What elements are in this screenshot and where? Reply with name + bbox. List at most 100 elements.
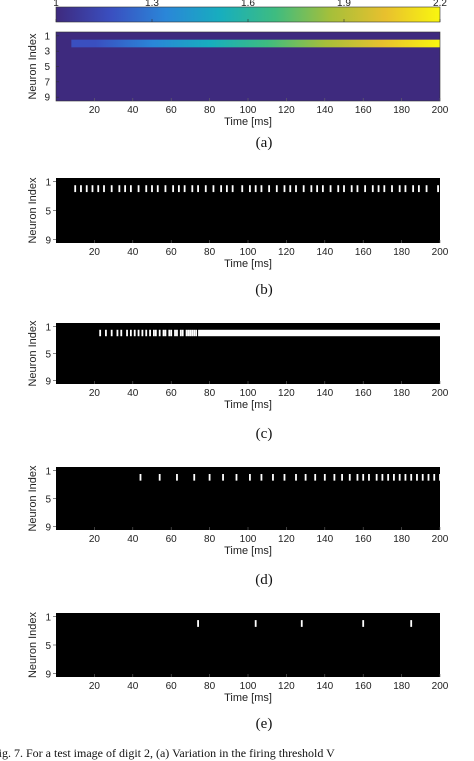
spike-mark (289, 185, 292, 193)
spike-mark (164, 185, 167, 193)
spike-mark (348, 474, 351, 481)
spike-mark (272, 474, 274, 481)
x-tick-label: 60 (166, 681, 178, 692)
x-tick-label: 20 (89, 105, 101, 116)
spike-mark (416, 474, 418, 481)
x-tick-label: 120 (278, 105, 295, 116)
spike-mark (283, 474, 286, 481)
spike-mark (191, 329, 194, 337)
spike-mark (85, 185, 88, 193)
spike-mark (375, 474, 378, 481)
y-tick-label: 1 (45, 467, 51, 478)
spike-mark (437, 185, 439, 193)
spike-mark (387, 474, 390, 481)
x-tick-label: 100 (240, 534, 257, 545)
spike-mark (158, 329, 161, 337)
spike-mark (362, 474, 365, 481)
x-tick-label: 200 (432, 534, 449, 545)
spike-mark (300, 620, 303, 627)
spike-mark (421, 474, 424, 481)
x-tick-label: 180 (393, 388, 410, 399)
spike-mark (176, 329, 178, 337)
x-tick-label: 200 (432, 247, 449, 258)
x-tick-label: 180 (393, 534, 410, 545)
spike-mark (427, 474, 430, 481)
x-axis-label: Time [ms] (224, 116, 272, 128)
spike-mark (268, 185, 271, 193)
y-tick-label: 3 (44, 47, 50, 58)
panel-e: 1 5 9 20 40 60 80 100 120 140 160 180 200 Time [ms] Ne… (27, 611, 449, 732)
x-tick-label: 40 (127, 534, 139, 545)
y-tick-label: 1 (45, 178, 51, 189)
spike-mark (189, 329, 192, 337)
spike-mark (181, 329, 184, 337)
spike-mark (145, 329, 148, 337)
spike-mark (302, 185, 305, 193)
spike-mark (137, 185, 140, 193)
raster-background (56, 178, 440, 243)
x-tick-label: 60 (166, 388, 178, 399)
x-tick-label: 180 (393, 247, 410, 258)
colorbar-tick-label: 1 (53, 0, 59, 9)
spike-mark (141, 329, 144, 337)
y-axis-label: Neuron Index (27, 33, 39, 100)
y-tick-label: 5 (44, 62, 50, 73)
x-tick-label: 160 (355, 681, 372, 692)
spike-mark (304, 474, 307, 481)
spike-mark (222, 474, 224, 481)
raster-background (56, 613, 440, 677)
y-tick-label: 9 (45, 377, 51, 388)
spike-mark (425, 185, 428, 193)
x-tick-label: 40 (127, 247, 139, 258)
spike-mark (164, 329, 167, 337)
spike-mark (439, 474, 441, 481)
x-tick-label: 100 (240, 247, 257, 258)
spike-mark (129, 185, 132, 193)
x-tick-label: 180 (393, 681, 410, 692)
spike-mark (410, 620, 413, 627)
x-tick-label: 120 (278, 681, 295, 692)
spike-mark (398, 185, 401, 193)
spike-mark (220, 185, 223, 193)
spike-mark (187, 329, 190, 337)
spike-mark (137, 329, 140, 337)
x-tick-label: 160 (355, 534, 372, 545)
spike-mark (254, 185, 257, 193)
y-tick-label: 9 (45, 523, 51, 534)
x-tick-label: 20 (89, 247, 101, 258)
panel-c: 1 5 9 20 40 60 80 100 120 140 160 180 200 Time [ms] Ne… (27, 320, 449, 442)
y-tick-label: 1 (45, 322, 51, 333)
x-tick-label: 200 (432, 681, 449, 692)
x-tick-label: 120 (278, 247, 295, 258)
x-tick-label: 100 (240, 388, 257, 399)
spike-mark (80, 185, 82, 193)
spike-mark (417, 185, 420, 193)
panel-a: 1 1.3 1.6 1.9 2.2 1 3 5 7 9 20 40 60 80 100 120 140 160 18… (27, 0, 449, 151)
spike-mark (254, 620, 257, 627)
panel-b: 1 5 9 20 40 60 80 100 120 140 160 180 200 Time [ms] Ne… (27, 177, 449, 298)
spike-mark (149, 329, 151, 337)
spike-mark (368, 474, 370, 481)
x-tick-label: 140 (316, 105, 333, 116)
spike-mark (97, 185, 100, 193)
spike-mark (120, 329, 123, 337)
x-tick-label: 200 (432, 388, 449, 399)
spike-mark (316, 185, 319, 193)
spike-mark (310, 185, 313, 193)
x-tick-label: 60 (166, 105, 178, 116)
subfigure-label: (d) (255, 572, 273, 588)
y-tick-label: 1 (44, 31, 50, 42)
spike-mark (91, 185, 94, 193)
x-tick-label: 120 (278, 388, 295, 399)
x-tick-label: 140 (316, 534, 333, 545)
x-tick-label: 160 (355, 247, 372, 258)
spike-mark (295, 185, 297, 193)
x-tick-label: 20 (89, 681, 101, 692)
spike-mark (118, 185, 121, 193)
spike-mark (371, 185, 374, 193)
x-axis-label: Time [ms] (224, 258, 272, 270)
spike-mark (158, 474, 161, 481)
panel-d: 1 5 9 20 40 60 80 100 120 140 160 180 200 Time [ms] Ne… (27, 465, 449, 588)
x-tick-label: 120 (278, 534, 295, 545)
